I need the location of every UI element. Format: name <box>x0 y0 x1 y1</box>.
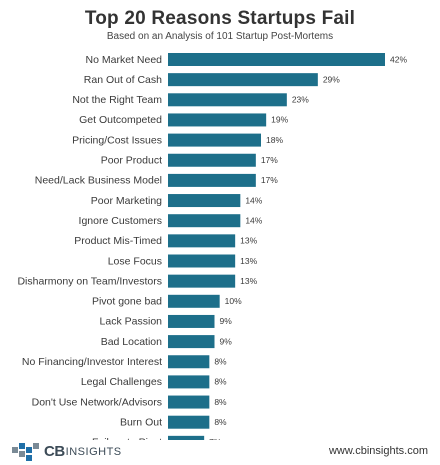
value-label: 9% <box>220 316 233 326</box>
value-label: 42% <box>390 54 407 64</box>
value-label: 8% <box>214 357 227 367</box>
category-label: Ignore Customers <box>79 215 162 227</box>
value-label: 18% <box>266 135 283 145</box>
bar <box>168 173 256 187</box>
category-label: Need/Lack Business Model <box>35 175 162 187</box>
value-label: 13% <box>240 276 257 286</box>
value-label: 7% <box>209 437 222 440</box>
bar <box>168 73 318 87</box>
bar <box>168 415 210 429</box>
category-label: Legal Challenges <box>81 376 162 388</box>
category-label: Pricing/Cost Issues <box>72 134 162 146</box>
footer-url: www.cbinsights.com <box>328 445 428 457</box>
category-label: Bad Location <box>101 336 162 348</box>
category-label: Ran Out of Cash <box>84 74 162 86</box>
bar <box>168 375 210 389</box>
category-label: Burn Out <box>120 416 162 428</box>
category-label: Lose Focus <box>108 255 162 267</box>
bar <box>168 435 205 440</box>
category-label: Lack Passion <box>100 316 163 328</box>
bar <box>168 254 236 268</box>
category-label: Get Outcompeted <box>79 114 162 126</box>
value-label: 8% <box>214 417 227 427</box>
bar <box>168 395 210 409</box>
value-label: 14% <box>245 195 262 205</box>
value-label: 8% <box>214 397 227 407</box>
cb-insights-logo: CB INSIGHTS <box>12 440 122 462</box>
bar <box>168 113 267 127</box>
category-label: No Financing/Investor Interest <box>22 356 162 368</box>
bar <box>168 335 215 349</box>
bar <box>168 93 287 107</box>
bar <box>168 214 241 228</box>
value-label: 13% <box>240 236 257 246</box>
cb-logo-mark-icon <box>12 441 42 461</box>
category-label: Don't Use Network/Advisors <box>32 396 162 408</box>
category-label: Pivot gone bad <box>92 296 162 308</box>
bar-chart: No Market Need 42% Ran Out of Cash 29% Not t… <box>17 53 407 440</box>
value-label: 23% <box>292 95 309 105</box>
value-label: 17% <box>261 155 278 165</box>
value-label: 29% <box>323 74 340 84</box>
bar <box>168 194 241 208</box>
category-label: Disharmony on Team/Investors <box>17 275 162 287</box>
value-label: 9% <box>220 336 233 346</box>
value-label: 17% <box>261 175 278 185</box>
bar <box>168 53 385 66</box>
value-label: 8% <box>214 377 227 387</box>
chart-title: Top 20 Reasons Startups Fail <box>84 8 356 29</box>
chart-subtitle: Based on an Analysis of 101 Startup Post… <box>106 31 334 42</box>
value-label: 14% <box>245 215 262 225</box>
bar <box>168 234 236 248</box>
bar <box>168 355 210 369</box>
logo-text-cb: CB <box>44 442 65 460</box>
value-label: 19% <box>271 115 288 125</box>
value-label: 10% <box>225 296 242 306</box>
category-label: No Market Need <box>86 54 163 66</box>
bar <box>168 153 256 167</box>
category-label: Not the Right Team <box>72 94 162 106</box>
category-label: Failure to Pivot <box>92 437 162 440</box>
category-label: Poor Product <box>101 155 162 167</box>
bar <box>168 133 261 147</box>
category-label: Product Mis-Timed <box>74 235 162 247</box>
logo-text-insights: INSIGHTS <box>65 446 122 458</box>
bar <box>168 274 236 288</box>
bar <box>168 314 215 328</box>
bar <box>168 294 220 308</box>
category-label: Poor Marketing <box>91 195 162 207</box>
value-label: 13% <box>240 256 257 266</box>
